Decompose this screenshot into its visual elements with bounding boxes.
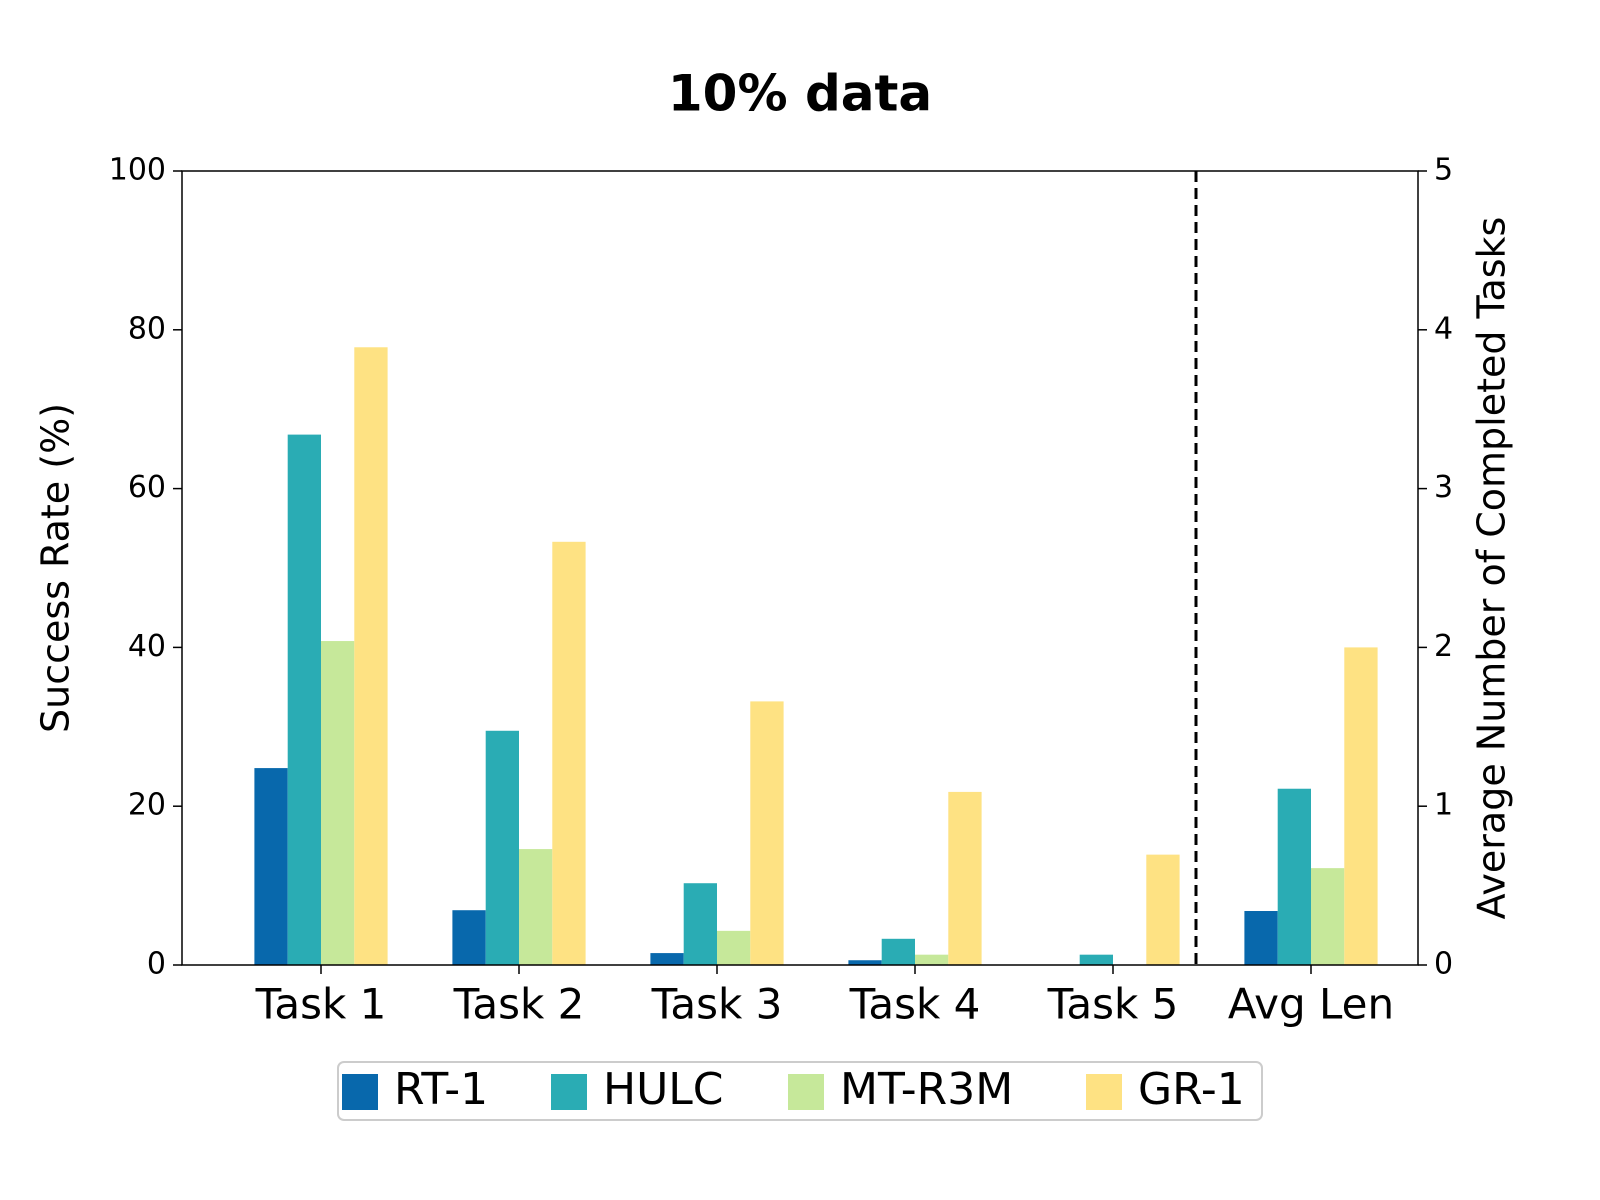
y-tick-label: 100	[109, 153, 166, 188]
x-tick-label: Task 4	[849, 980, 981, 1029]
bar	[485, 730, 519, 965]
legend-swatch	[342, 1074, 378, 1110]
bar	[683, 883, 717, 965]
x-tick-label: Avg Len	[1228, 980, 1394, 1029]
y2-tick-label: 4	[1434, 311, 1453, 346]
y-tick-label: 60	[128, 470, 166, 505]
x-tick-label: Task 5	[1047, 980, 1179, 1029]
x-tick-label: Task 3	[651, 980, 783, 1029]
bar	[1344, 647, 1378, 965]
bar	[1244, 911, 1278, 965]
legend-label: HULC	[603, 1064, 724, 1115]
bar	[452, 910, 486, 965]
x-tick-label: Task 2	[453, 980, 585, 1029]
legend-swatch	[1086, 1074, 1122, 1110]
bar	[915, 954, 949, 965]
y2-tick-label: 0	[1434, 947, 1453, 982]
bar	[552, 541, 586, 965]
bar	[848, 960, 882, 965]
bar	[948, 791, 982, 965]
y-tick-label: 0	[147, 947, 166, 982]
y-tick-label: 80	[128, 311, 166, 346]
y2-tick-label: 2	[1434, 629, 1453, 664]
y2-tick-label: 3	[1434, 470, 1453, 505]
y-axis-label: Success Rate (%)	[34, 403, 78, 733]
bar	[321, 641, 355, 965]
legend-swatch	[788, 1074, 824, 1110]
bar	[750, 701, 784, 965]
bar	[1277, 788, 1311, 965]
y2-tick-label: 1	[1434, 788, 1453, 823]
legend-swatch	[551, 1074, 587, 1110]
bar	[519, 849, 553, 965]
bar	[650, 953, 684, 965]
plot-frame	[181, 170, 1419, 966]
x-tick-label: Task 1	[255, 980, 387, 1029]
legend-label: RT-1	[394, 1064, 488, 1115]
bar	[354, 347, 388, 965]
bar	[1311, 868, 1345, 965]
bar	[881, 938, 915, 965]
chart-title: 10% data	[668, 65, 932, 123]
legend-label: GR-1	[1138, 1064, 1245, 1115]
legend-label: MT-R3M	[840, 1064, 1013, 1115]
bar	[254, 768, 288, 965]
y2-tick-label: 5	[1434, 153, 1453, 188]
bar	[287, 434, 321, 965]
bar	[717, 930, 751, 965]
bar	[1146, 854, 1180, 965]
y-tick-label: 40	[128, 629, 166, 664]
y-tick-label: 20	[128, 788, 166, 823]
y2-axis-label: Average Number of Completed Tasks	[1470, 217, 1514, 920]
bar	[1079, 954, 1113, 965]
